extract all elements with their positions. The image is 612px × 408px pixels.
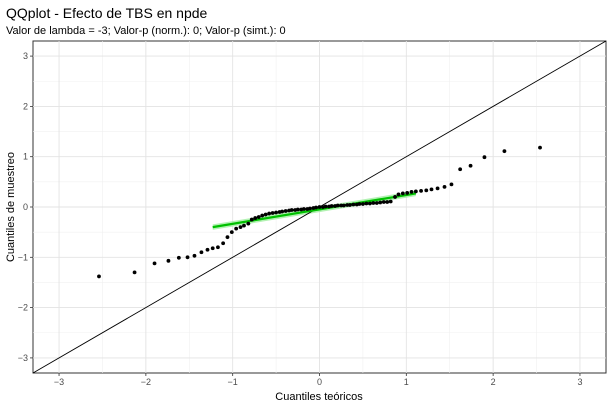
data-point [323, 204, 328, 209]
data-point [314, 205, 318, 210]
data-point [229, 230, 234, 235]
y-tick-label: 2 [23, 101, 28, 111]
data-point [238, 225, 243, 230]
data-point [283, 209, 288, 213]
data-point [253, 216, 258, 220]
axis-ticks-layer: −3 −2 −1 0 1 2 3 −3 −2 −1 0 1 2 3 [18, 51, 583, 387]
data-point [339, 203, 344, 208]
x-tick-label: 0 [317, 377, 322, 387]
data-point [249, 217, 254, 222]
y-tick-label: −1 [18, 252, 28, 262]
data-point [381, 200, 386, 204]
data-point [221, 241, 226, 246]
x-axis-title: Cuantiles teóricos [275, 391, 363, 403]
chart-title: QQplot - Efecto de TBS en npde [6, 5, 208, 21]
data-point [396, 192, 401, 197]
data-point [295, 207, 300, 212]
data-point [442, 184, 447, 189]
y-tick-label: 3 [23, 51, 28, 61]
data-point [132, 270, 137, 275]
y-tick-label: −3 [18, 353, 28, 363]
data-point [409, 190, 414, 194]
data-point [424, 188, 429, 193]
data-point [205, 247, 210, 252]
data-point [345, 203, 350, 207]
data-point [364, 201, 369, 206]
x-tick-label: −2 [141, 377, 151, 387]
data-point [374, 201, 379, 205]
data-point [216, 245, 220, 250]
data-point [435, 186, 440, 191]
data-point [166, 258, 171, 263]
y-tick-label: 0 [23, 202, 28, 212]
data-point [468, 163, 473, 168]
data-point [329, 204, 334, 208]
y-tick-label: −2 [18, 303, 28, 313]
data-point [400, 191, 405, 196]
data-point [502, 149, 507, 154]
data-point [263, 212, 268, 217]
data-point [234, 226, 239, 231]
data-point [388, 199, 393, 204]
data-point [413, 189, 418, 194]
data-point [351, 202, 356, 207]
data-point [385, 200, 390, 204]
data-point [335, 203, 340, 208]
data-point [419, 189, 423, 193]
data-point [458, 167, 463, 172]
data-point [405, 191, 410, 195]
data-point [393, 195, 397, 199]
fit-line [212, 192, 417, 229]
data-point [280, 209, 285, 214]
data-point [256, 215, 261, 219]
y-axis-title: Cuantiles de muestreo [5, 152, 17, 262]
data-point [357, 202, 362, 206]
data-point [176, 255, 181, 260]
x-tick-label: −1 [228, 377, 238, 387]
data-point [199, 250, 204, 255]
data-point [317, 205, 322, 209]
data-point [246, 221, 251, 226]
data-point [449, 182, 454, 187]
x-tick-label: −3 [54, 377, 64, 387]
data-point [538, 145, 542, 150]
data-point [341, 203, 346, 208]
data-point [225, 235, 230, 240]
data-point [429, 187, 434, 192]
chart-subtitle: Valor de lambda = -3; Valor-p (norm.): 0… [6, 25, 286, 37]
data-point [378, 200, 383, 205]
x-tick-label: 1 [404, 377, 409, 387]
data-point [260, 213, 265, 218]
data-point [274, 210, 278, 215]
data-point [367, 201, 372, 206]
y-tick-label: 1 [23, 152, 28, 162]
data-point [371, 201, 376, 205]
data-point [482, 155, 487, 160]
data-point [347, 203, 352, 207]
data-point [308, 206, 312, 211]
data-point [270, 211, 275, 215]
data-point [301, 207, 306, 211]
data-point [242, 223, 246, 228]
data-point [289, 208, 294, 212]
data-point [97, 274, 101, 279]
data-points-layer [97, 145, 542, 279]
data-point [185, 255, 190, 260]
x-tick-label: 3 [577, 377, 582, 387]
data-point [152, 261, 157, 266]
data-point [192, 253, 197, 258]
x-tick-label: 2 [491, 377, 496, 387]
data-point [210, 246, 215, 251]
data-point [267, 211, 272, 216]
data-point [361, 202, 365, 206]
